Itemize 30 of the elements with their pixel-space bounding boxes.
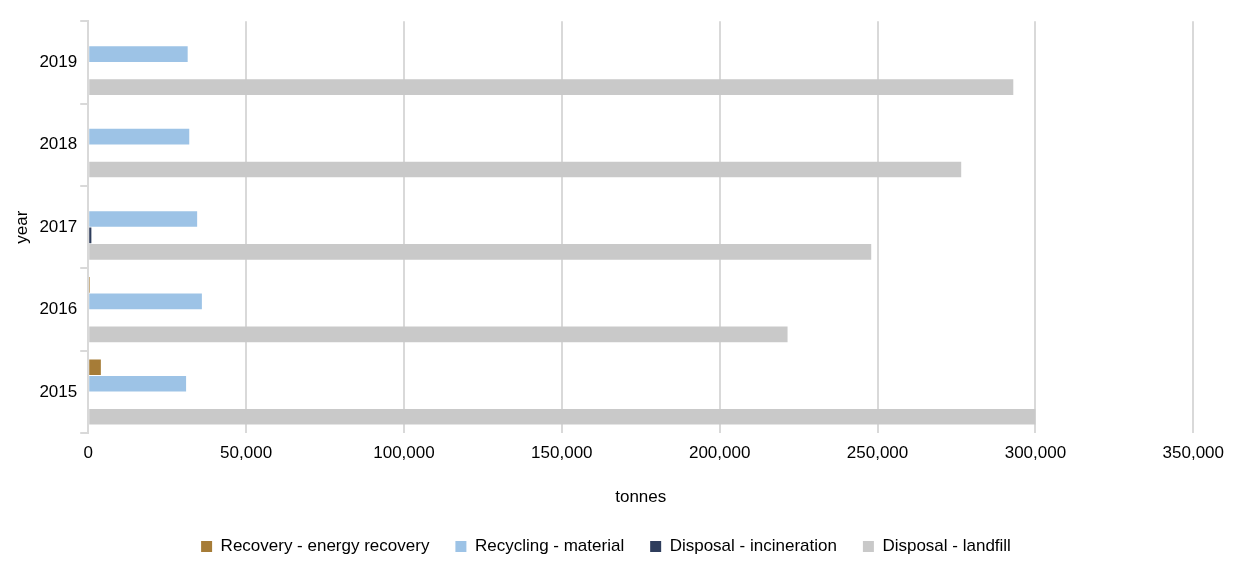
y-tick-label: 2017 xyxy=(39,216,78,236)
x-tick-label: 100,000 xyxy=(373,443,435,463)
bar xyxy=(89,128,190,145)
legend-label: Recovery - energy recovery xyxy=(220,536,430,556)
bar xyxy=(89,326,788,343)
x-tick-label: 0 xyxy=(83,443,93,463)
legend-label: Recycling - material xyxy=(474,536,625,556)
bar xyxy=(89,244,872,260)
x-tick-label: 200,000 xyxy=(688,443,751,463)
x-axis-title: tonnes xyxy=(615,487,667,507)
x-tick-label: 350,000 xyxy=(1162,443,1224,463)
y-tick-label: 2016 xyxy=(39,299,78,319)
bar xyxy=(89,79,1014,95)
bar xyxy=(89,375,187,392)
bar xyxy=(89,293,202,310)
y-axis-title: year xyxy=(11,210,31,244)
x-tick-label: 250,000 xyxy=(846,443,909,463)
legend-label: Disposal - landfill xyxy=(882,536,1011,556)
bar xyxy=(89,46,188,62)
bar xyxy=(89,161,962,178)
y-tick-label: 2019 xyxy=(39,52,78,72)
y-tick-label: 2015 xyxy=(39,381,78,401)
bar xyxy=(89,211,198,227)
x-tick-label: 50,000 xyxy=(220,443,273,463)
bar xyxy=(89,408,1036,425)
legend-label: Disposal - incineration xyxy=(669,536,837,556)
bar xyxy=(89,359,101,376)
y-tick-label: 2018 xyxy=(39,134,78,154)
x-tick-label: 300,000 xyxy=(1004,443,1067,463)
x-tick-label: 150,000 xyxy=(531,443,593,463)
